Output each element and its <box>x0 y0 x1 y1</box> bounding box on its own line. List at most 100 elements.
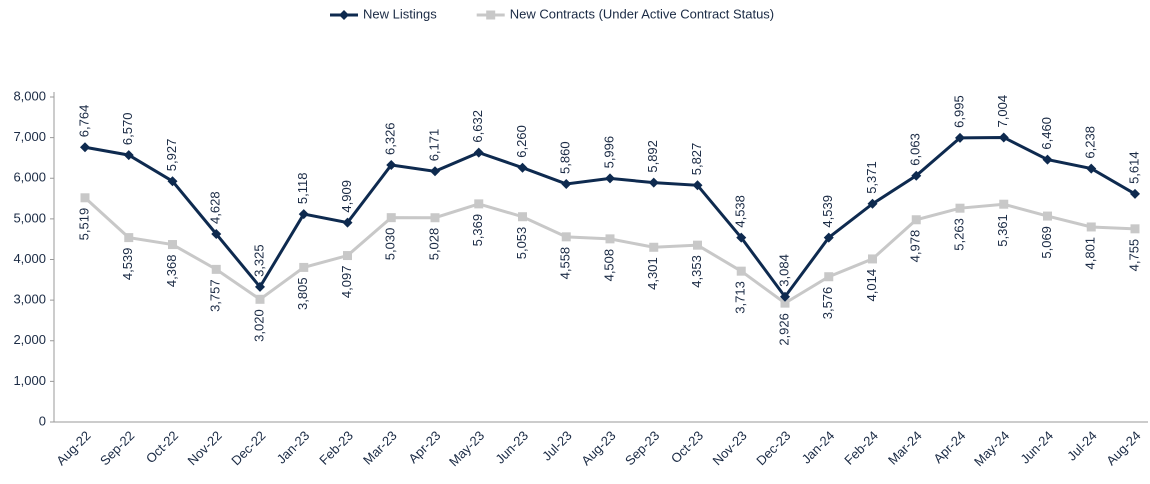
point <box>518 212 527 222</box>
data-label: 5,927 <box>164 139 179 172</box>
data-label: 4,801 <box>1083 237 1098 270</box>
data-label: 4,539 <box>120 248 135 281</box>
point <box>123 150 134 161</box>
data-label: 7,004 <box>995 95 1010 128</box>
y-tick-label: 3,000 <box>13 292 46 307</box>
data-label: 5,827 <box>689 143 704 176</box>
point <box>298 209 309 220</box>
point <box>911 170 922 181</box>
point <box>867 198 878 209</box>
point <box>80 142 90 153</box>
x-tick-label: Feb-24 <box>841 428 881 468</box>
data-label: 6,632 <box>470 110 485 143</box>
data-label: 5,614 <box>1126 151 1141 184</box>
x-tick-label: Aug-23 <box>578 428 618 468</box>
data-label: 4,014 <box>864 269 879 302</box>
point <box>255 281 265 292</box>
data-label: 5,519 <box>76 208 91 241</box>
data-label: 6,764 <box>76 105 91 138</box>
point <box>736 232 747 243</box>
data-label: 3,576 <box>820 287 835 320</box>
y-tick-label: 4,000 <box>13 251 46 266</box>
x-tick-label: Jun-24 <box>1017 428 1056 467</box>
y-tick-label: 6,000 <box>13 170 46 185</box>
point <box>823 232 834 243</box>
point <box>1042 154 1053 165</box>
point <box>605 173 615 184</box>
point <box>780 291 790 302</box>
x-tick-label: Jul-23 <box>539 428 575 464</box>
point <box>955 132 965 143</box>
point <box>386 160 397 171</box>
data-label: 5,030 <box>383 228 398 261</box>
data-label: 5,118 <box>295 173 310 205</box>
x-tick-label: Mar-24 <box>885 428 925 468</box>
point <box>430 166 440 177</box>
x-tick-label: Nov-22 <box>185 428 225 468</box>
data-label: 4,909 <box>339 180 354 213</box>
legend-marker <box>339 10 349 20</box>
data-label: 3,325 <box>251 244 266 277</box>
data-label: 5,892 <box>645 140 660 173</box>
x-tick-label: Dec-23 <box>753 428 793 468</box>
x-tick-label: Sep-22 <box>97 428 137 468</box>
point <box>824 272 834 282</box>
data-label: 5,361 <box>995 214 1010 247</box>
data-label: 3,084 <box>776 254 791 287</box>
point <box>124 233 134 243</box>
point <box>386 213 396 223</box>
data-label: 4,755 <box>1126 239 1141 272</box>
data-label: 5,069 <box>1039 226 1054 259</box>
legend-label: New Listings <box>363 6 437 21</box>
data-label: 4,978 <box>908 230 923 263</box>
x-tick-label: Oct-23 <box>668 428 706 466</box>
data-label: 6,995 <box>951 95 966 128</box>
point <box>693 240 702 250</box>
point <box>168 240 177 250</box>
data-label: 4,097 <box>339 266 354 299</box>
point <box>1130 224 1140 234</box>
data-label: 6,570 <box>120 113 135 146</box>
y-tick-label: 5,000 <box>13 210 46 225</box>
point <box>211 264 221 274</box>
data-label: 5,369 <box>470 214 485 247</box>
point <box>299 262 309 272</box>
x-tick-label: May-24 <box>971 428 1012 469</box>
x-tick-label: Jan-24 <box>799 428 838 467</box>
point <box>911 215 921 225</box>
data-label: 6,063 <box>908 133 923 166</box>
data-label: 4,558 <box>558 247 573 280</box>
data-label: 6,171 <box>426 129 441 162</box>
x-tick-label: May-23 <box>446 428 487 469</box>
x-tick-label: Aug-24 <box>1103 428 1143 468</box>
data-label: 4,538 <box>733 195 748 228</box>
x-tick-label: Feb-23 <box>316 428 356 468</box>
point <box>343 251 352 261</box>
point <box>211 228 222 239</box>
point <box>649 242 659 252</box>
data-label: 6,460 <box>1039 117 1054 150</box>
data-label: 3,713 <box>733 281 748 314</box>
legend-marker <box>486 10 496 20</box>
point <box>999 199 1009 209</box>
data-label: 3,020 <box>251 309 266 342</box>
point <box>955 203 965 213</box>
data-label: 5,053 <box>514 227 529 260</box>
legend-label: New Contracts (Under Active Contract Sta… <box>510 6 774 21</box>
data-label: 4,539 <box>820 195 835 228</box>
data-label: 4,628 <box>208 191 223 224</box>
point <box>1086 222 1096 232</box>
point <box>561 232 571 242</box>
data-label: 4,508 <box>601 249 616 282</box>
data-label: 3,805 <box>295 277 310 310</box>
point <box>474 199 484 209</box>
point <box>80 193 90 203</box>
y-tick-label: 8,000 <box>13 88 46 103</box>
x-tick-label: Nov-23 <box>710 428 750 468</box>
data-label: 5,860 <box>558 141 573 174</box>
x-tick-label: Dec-22 <box>228 428 268 468</box>
data-label: 5,371 <box>864 161 879 194</box>
data-label: 5,028 <box>426 228 441 261</box>
x-tick-label: Sep-23 <box>622 428 662 468</box>
